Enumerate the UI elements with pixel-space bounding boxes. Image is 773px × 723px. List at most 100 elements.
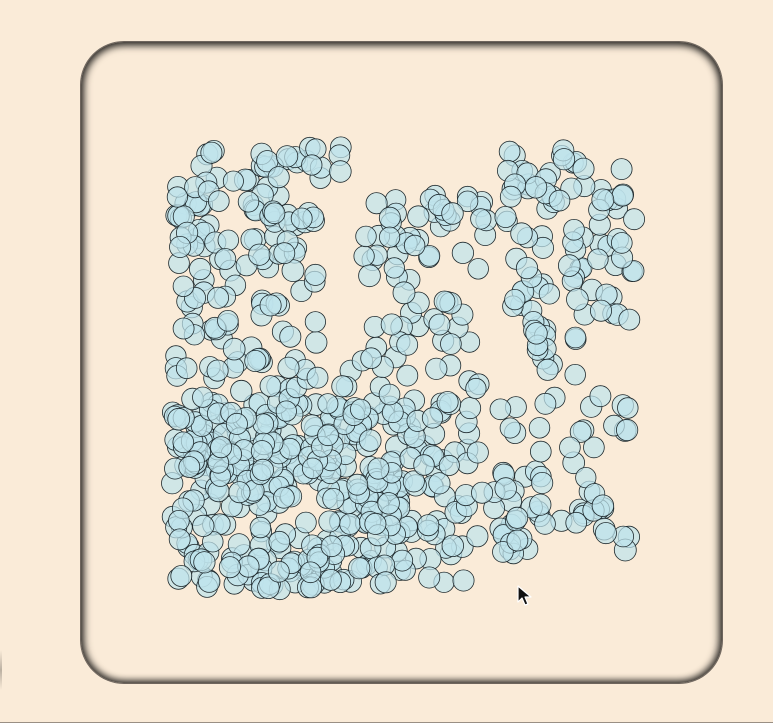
bubble: [566, 288, 589, 311]
bubble: [305, 331, 328, 354]
bubble: [192, 514, 215, 538]
bubble: [217, 229, 240, 252]
bubble: [192, 386, 214, 408]
bubble: [557, 254, 581, 277]
bubble: [381, 401, 404, 424]
bubble: [428, 472, 451, 495]
bubble: [349, 398, 372, 420]
bubble: [494, 205, 517, 228]
bubble: [569, 420, 592, 443]
bubble: [275, 400, 297, 422]
bubble: [237, 555, 260, 578]
bubble: [277, 356, 300, 379]
bubble: [528, 417, 551, 439]
bubble: [377, 492, 400, 515]
bubble: [391, 549, 414, 572]
bubble: [167, 407, 191, 431]
bubble: [499, 417, 521, 439]
bubble: [378, 383, 401, 406]
bubble: [610, 232, 633, 254]
bubble: [317, 393, 339, 415]
mouse-cursor-icon: [517, 585, 532, 606]
bubble: [525, 322, 548, 345]
bubble: [222, 337, 246, 361]
bubble: [317, 424, 339, 447]
bubble: [591, 188, 615, 212]
bubble: [441, 534, 465, 558]
bubble: [529, 493, 552, 516]
bubble: [228, 481, 251, 504]
bubble: [564, 326, 587, 349]
bubble: [538, 283, 561, 305]
bubble: [353, 245, 375, 267]
bubble: [360, 347, 382, 370]
bubble: [504, 288, 526, 311]
bubble: [378, 206, 401, 229]
bubble: [531, 471, 554, 494]
bubble: [214, 248, 237, 270]
bubble: [407, 205, 430, 228]
bubble: [529, 440, 552, 463]
bubble: [378, 226, 401, 248]
bubble: [275, 145, 299, 168]
bubble: [421, 407, 444, 429]
bubble: [548, 189, 571, 212]
bubble: [374, 571, 397, 594]
bubble: [591, 494, 615, 517]
bubble: [197, 570, 221, 593]
bubble: [206, 286, 229, 309]
bubble: [318, 510, 341, 533]
bubble: [273, 486, 295, 509]
bubble: [433, 290, 456, 313]
bubble: [498, 140, 521, 163]
bubble: [172, 431, 195, 454]
bubble: [273, 242, 296, 265]
bubble: [471, 481, 494, 504]
bubble: [355, 225, 377, 248]
bubble: [304, 263, 327, 286]
bubble: [290, 207, 313, 230]
bubble: [618, 308, 641, 331]
bubble: [536, 358, 559, 381]
bubble: [168, 509, 190, 532]
bubble: [403, 234, 426, 257]
bubble: [208, 190, 230, 212]
bubble: [583, 436, 605, 459]
bubble: [225, 412, 248, 435]
bubble: [465, 377, 487, 400]
bubble: [623, 208, 645, 231]
bubble-group: [161, 136, 645, 601]
bubble: [451, 241, 474, 264]
bubble: [413, 454, 435, 476]
bubble: [417, 514, 440, 537]
bubble: [515, 256, 539, 280]
bubble: [301, 154, 323, 176]
bubble: [169, 235, 192, 258]
bubble: [466, 441, 489, 464]
bubble: [396, 364, 419, 387]
bubble: [499, 185, 522, 208]
bubble: [380, 313, 403, 336]
bubble: [617, 397, 639, 419]
bubble: [222, 170, 244, 192]
bubble: [418, 566, 441, 589]
bubble: [170, 565, 193, 587]
bubble: [301, 457, 324, 480]
bubble: [428, 313, 451, 336]
bubble: [452, 569, 475, 592]
bubble: [210, 436, 233, 459]
bubble: [230, 379, 253, 403]
bubble: [590, 299, 613, 322]
bubble: [589, 385, 612, 408]
bubble: [329, 160, 352, 183]
bubble: [438, 454, 460, 476]
bubble: [565, 511, 587, 534]
bubble: [259, 294, 282, 317]
bubble: [552, 148, 576, 171]
bubble: [506, 506, 529, 529]
bubble: [611, 184, 634, 207]
bubble: [267, 166, 290, 189]
bubble: [510, 222, 533, 245]
